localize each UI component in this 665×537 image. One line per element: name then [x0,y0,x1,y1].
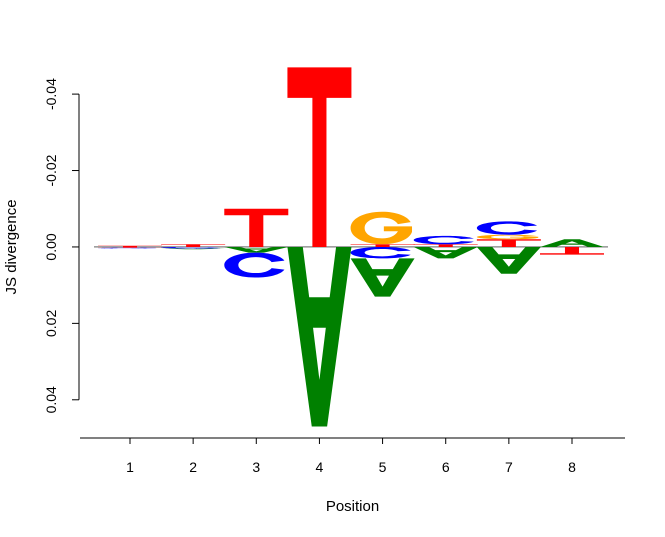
x-tick-label: 3 [252,459,260,475]
logo-letter-T [98,246,162,248]
x-axis: 1 2 3 4 5 6 7 8 [80,437,625,475]
y-tick-label: 0.04 [43,386,59,413]
logo-letter-G [476,234,539,240]
logo-letter-T [350,244,415,247]
logo-letter-A [161,248,226,250]
logo-letter-T [98,245,162,247]
logo-letter-A [476,246,541,274]
logo-letters [98,67,604,427]
logo-letter-T [476,239,541,247]
logo-letter-C [476,221,538,235]
logo-letter-A [287,246,352,427]
x-tick-label: 6 [442,459,450,475]
x-tick-label: 1 [126,459,134,475]
logo-letter-C [98,247,159,249]
logo-letter-A [413,246,478,259]
x-tick-label: 4 [316,459,324,475]
x-tick-label: 7 [505,459,513,475]
logo-letter-T [413,244,478,247]
y-tick-label: 0.00 [43,233,59,260]
x-tick-label: 8 [568,459,576,475]
x-tick-label: 5 [379,459,387,475]
x-tick-label: 2 [189,459,197,475]
x-axis-title: Position [326,498,379,515]
y-tick-label: -0.02 [43,154,59,186]
y-axis-title: JS divergence [3,199,20,294]
logo-letter-C [350,246,411,259]
logo-letter-C [161,246,222,249]
logo-letter-T [161,244,226,247]
logo-letter-C [224,252,285,278]
logo-letter-C [413,235,474,245]
logo-letter-G [350,211,413,245]
logo-letter-T [224,208,289,247]
y-tick-label: 0.02 [43,310,59,337]
logo-letter-T [540,246,604,255]
logo-letter-T [287,67,352,247]
logo-letter-A [350,258,415,297]
logo-letter-A [224,246,289,253]
logo-letter-A [540,239,604,247]
y-tick-label: -0.04 [43,78,59,110]
y-axis: 0.04 0.02 0.00 -0.02 -0.04 [43,78,80,413]
